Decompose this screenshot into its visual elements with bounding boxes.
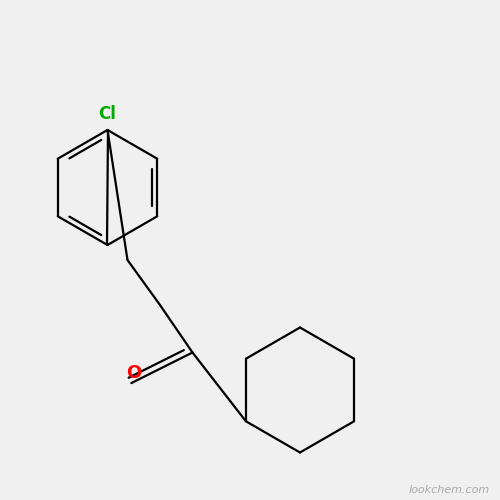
Text: lookchem.com: lookchem.com (409, 485, 490, 495)
Text: Cl: Cl (98, 105, 116, 123)
Text: O: O (126, 364, 141, 382)
